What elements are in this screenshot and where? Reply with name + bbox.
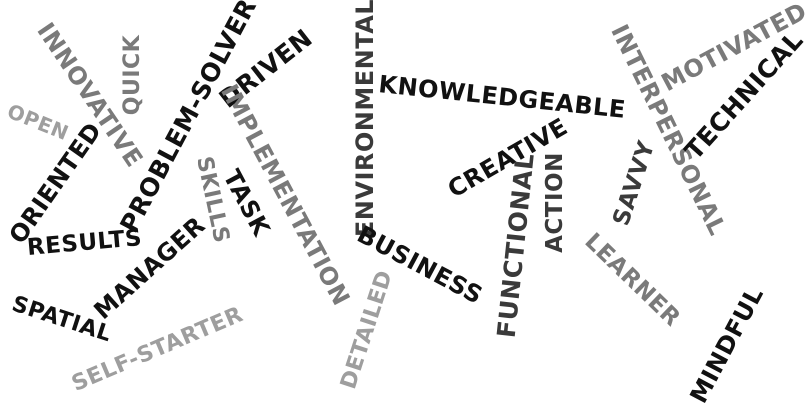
word-results: RESULTS: [26, 224, 144, 261]
word-savvy: SAVVY: [608, 137, 661, 229]
word-open: OPEN: [3, 98, 73, 146]
word-mindful: MINDFUL: [684, 282, 770, 408]
word-functional: FUNCTIONAL: [491, 151, 541, 339]
word-knowledgeable: KNOWLEDGEABLE: [377, 70, 627, 124]
word-quick: QUICK: [119, 34, 145, 116]
word-action: ACTION: [541, 151, 568, 253]
word-environmental: ENVIRONMENTAL: [350, 0, 379, 238]
word-learner: LEARNER: [579, 227, 686, 332]
